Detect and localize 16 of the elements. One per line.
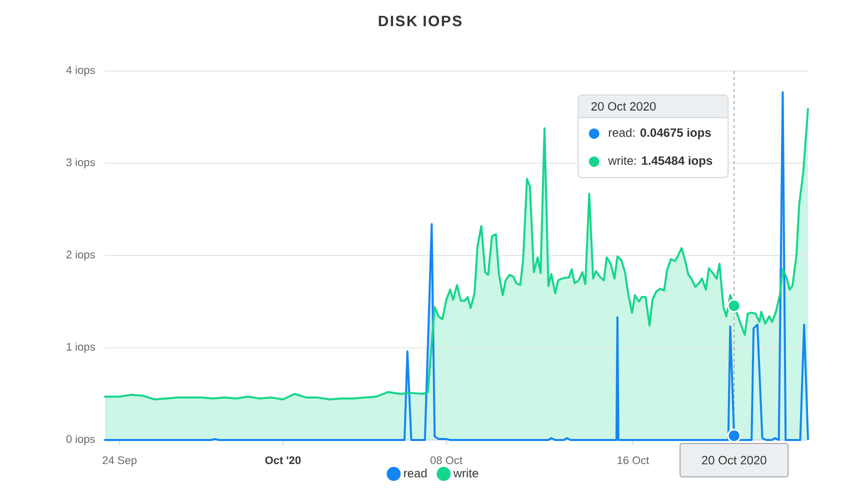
chart-title: DISK IOPS — [378, 16, 462, 26]
annotation: read: 0.04675 iops — [608, 128, 711, 140]
x-tick-label: 24 Sep — [102, 456, 137, 466]
x-tick-label: 16 Oct — [618, 456, 650, 464]
y-tick-label: 3 iops — [66, 158, 95, 168]
y-tick-label: 2 iops — [66, 250, 95, 261]
x-tick-label: 08 Oct — [430, 456, 462, 464]
annotation: write: 1.45484 iops — [608, 156, 712, 168]
y-tick-label: 4 iops — [66, 66, 95, 76]
y-tick-label: 1 iops — [66, 342, 95, 353]
ref-line-label: 20 Oct 2020 — [702, 456, 766, 464]
legend-label: write — [453, 468, 478, 478]
x-tick-label: Oct '20 — [265, 456, 301, 464]
legend-label: read — [404, 468, 427, 478]
y-tick-label: 0 iops — [66, 434, 95, 446]
annotation: 20 Oct 2020 — [591, 102, 656, 111]
